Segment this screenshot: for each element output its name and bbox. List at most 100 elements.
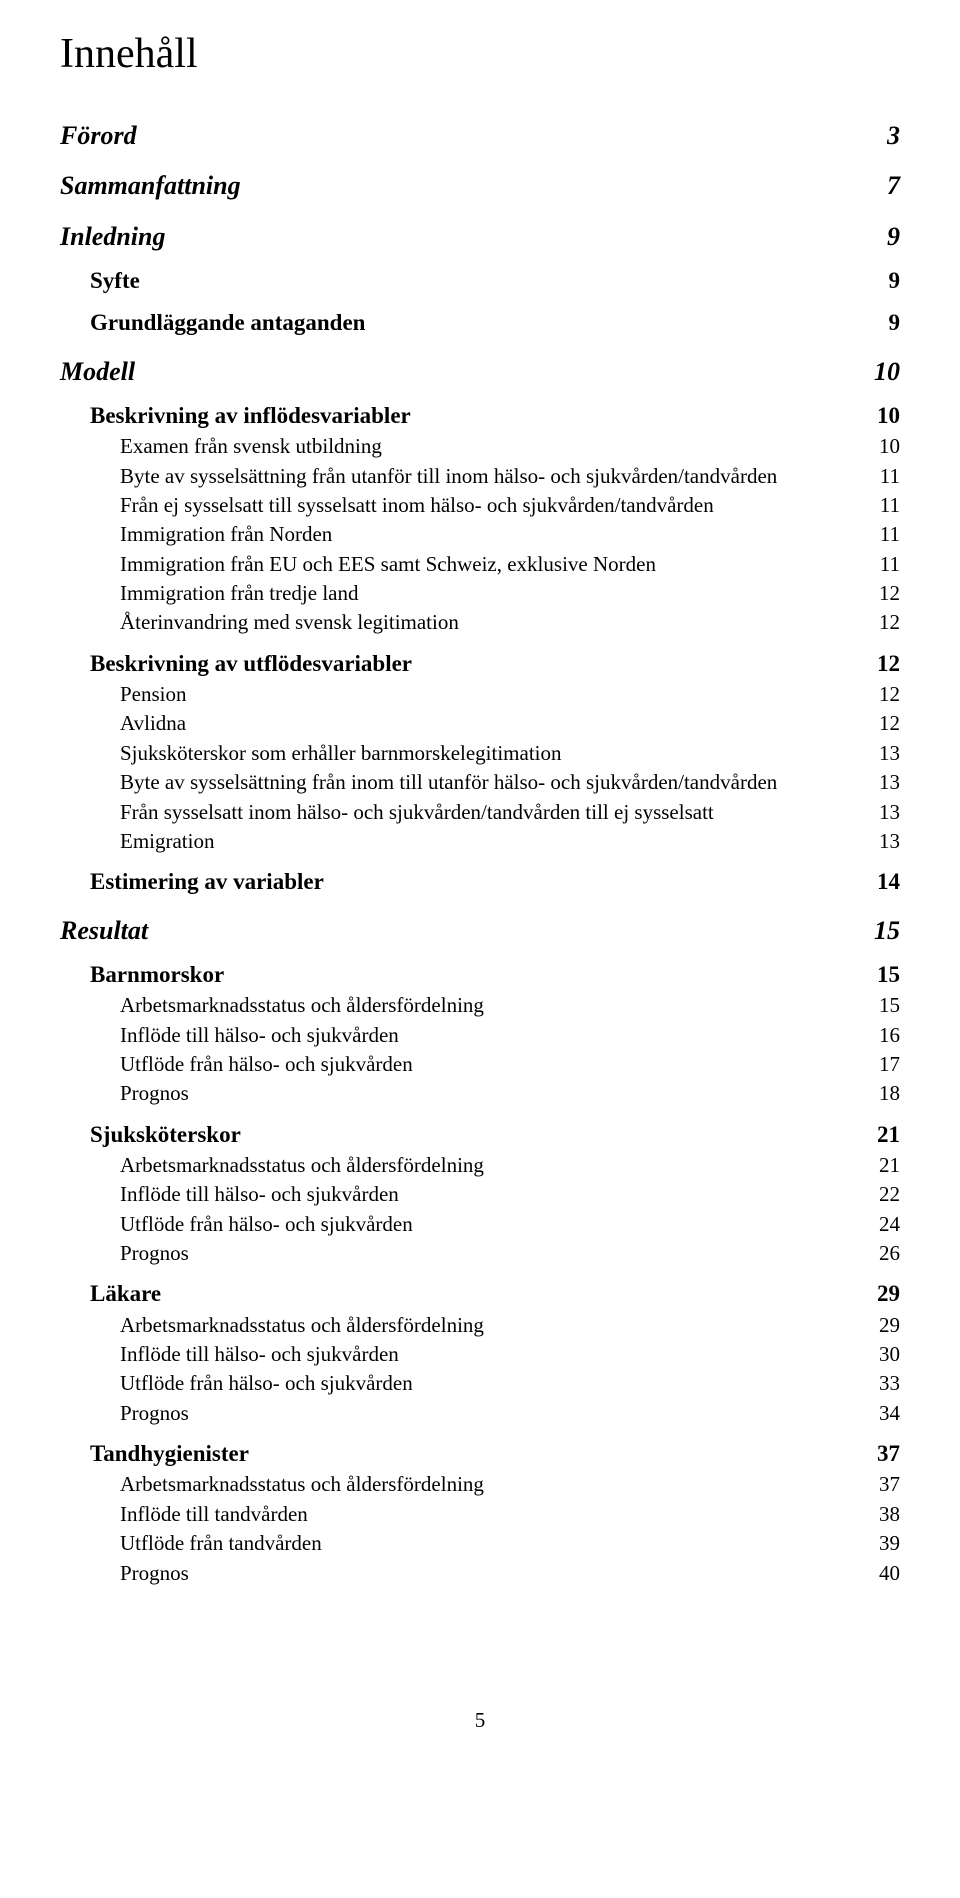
toc-entry: Byte av sysselsättning från inom till ut…: [60, 768, 900, 797]
toc-entry-label: Emigration: [60, 827, 860, 856]
toc-entry-label: Förord: [60, 118, 860, 154]
toc-entry-label: Utflöde från hälso- och sjukvården: [60, 1369, 860, 1398]
toc-entry-page: 40: [860, 1559, 900, 1588]
toc-entry-label: Immigration från Norden: [60, 520, 860, 549]
toc-entry: Utflöde från hälso- och sjukvården17: [60, 1050, 900, 1079]
toc-entry: Inflöde till tandvården38: [60, 1500, 900, 1529]
toc-entry: Beskrivning av utflödesvariabler12: [60, 648, 900, 680]
toc-entry-page: 30: [860, 1340, 900, 1369]
toc-entry: Inflöde till hälso- och sjukvården22: [60, 1180, 900, 1209]
toc-entry-page: 14: [860, 866, 900, 898]
toc-entry-page: 11: [860, 520, 900, 549]
toc-entry-page: 10: [860, 354, 900, 390]
toc-entry-label: Från sysselsatt inom hälso- och sjukvård…: [60, 798, 860, 827]
toc-entry: Inledning9: [60, 219, 900, 255]
toc-entry-label: Sjuksköterskor som erhåller barnmorskele…: [60, 739, 860, 768]
toc-entry-label: Sjuksköterskor: [60, 1119, 860, 1151]
toc-entry-label: Arbetsmarknadsstatus och åldersfördelnin…: [60, 991, 860, 1020]
toc-entry-label: Tandhygienister: [60, 1438, 860, 1470]
toc-entry: Byte av sysselsättning från utanför till…: [60, 462, 900, 491]
toc-entry-label: Prognos: [60, 1399, 860, 1428]
toc-entry-label: Prognos: [60, 1559, 860, 1588]
toc-entry: Barnmorskor15: [60, 959, 900, 991]
toc-entry-label: Avlidna: [60, 709, 860, 738]
toc-entry-label: Läkare: [60, 1278, 860, 1310]
toc-entry-label: Beskrivning av inflödesvariabler: [60, 400, 860, 432]
toc-entry-label: Återinvandring med svensk legitimation: [60, 608, 860, 637]
toc-entry-label: Immigration från tredje land: [60, 579, 860, 608]
toc-entry-page: 15: [860, 913, 900, 949]
toc-entry-label: Utflöde från hälso- och sjukvården: [60, 1210, 860, 1239]
toc-entry-label: Syfte: [60, 265, 860, 297]
toc-entry: Prognos34: [60, 1399, 900, 1428]
toc-entry-label: Byte av sysselsättning från utanför till…: [60, 462, 860, 491]
toc-entry-page: 12: [860, 680, 900, 709]
toc-entry-label: Pension: [60, 680, 860, 709]
toc-entry-label: Prognos: [60, 1239, 860, 1268]
toc-entry: Immigration från EU och EES samt Schweiz…: [60, 550, 900, 579]
toc-entry-page: 10: [860, 432, 900, 461]
toc-entry-label: Inflöde till hälso- och sjukvården: [60, 1180, 860, 1209]
toc-entry-page: 13: [860, 798, 900, 827]
toc-entry-label: Arbetsmarknadsstatus och åldersfördelnin…: [60, 1470, 860, 1499]
toc-entry: Sjuksköterskor21: [60, 1119, 900, 1151]
toc-entry-page: 15: [860, 959, 900, 991]
toc-entry: Tandhygienister37: [60, 1438, 900, 1470]
toc-entry-label: Inflöde till hälso- och sjukvården: [60, 1340, 860, 1369]
toc-entry-label: Arbetsmarknadsstatus och åldersfördelnin…: [60, 1311, 860, 1340]
toc-entry-page: 12: [860, 648, 900, 680]
toc-entry-label: Resultat: [60, 913, 860, 949]
table-of-contents: Förord3Sammanfattning7Inledning9Syfte9Gr…: [60, 118, 900, 1588]
toc-entry-page: 12: [860, 579, 900, 608]
toc-entry: Inflöde till hälso- och sjukvården30: [60, 1340, 900, 1369]
toc-entry: Avlidna12: [60, 709, 900, 738]
toc-entry-page: 33: [860, 1369, 900, 1398]
toc-entry: Läkare29: [60, 1278, 900, 1310]
document-page: Innehåll Förord3Sammanfattning7Inledning…: [0, 0, 960, 1793]
toc-entry: Förord3: [60, 118, 900, 154]
toc-entry-label: Prognos: [60, 1079, 860, 1108]
page-number: 5: [60, 1708, 900, 1733]
toc-entry: Arbetsmarknadsstatus och åldersfördelnin…: [60, 1311, 900, 1340]
toc-entry: Modell10: [60, 354, 900, 390]
toc-entry-label: Byte av sysselsättning från inom till ut…: [60, 768, 860, 797]
toc-entry: Immigration från tredje land12: [60, 579, 900, 608]
toc-entry-page: 37: [860, 1438, 900, 1470]
toc-entry-page: 12: [860, 608, 900, 637]
toc-entry-page: 11: [860, 550, 900, 579]
toc-entry-label: Inledning: [60, 219, 860, 255]
toc-entry: Beskrivning av inflödesvariabler10: [60, 400, 900, 432]
toc-entry: Återinvandring med svensk legitimation12: [60, 608, 900, 637]
toc-entry-page: 13: [860, 827, 900, 856]
toc-entry-page: 18: [860, 1079, 900, 1108]
toc-entry-label: Från ej sysselsatt till sysselsatt inom …: [60, 491, 860, 520]
toc-entry: Utflöde från hälso- och sjukvården33: [60, 1369, 900, 1398]
toc-entry: Prognos26: [60, 1239, 900, 1268]
toc-entry: Examen från svensk utbildning10: [60, 432, 900, 461]
toc-entry-label: Inflöde till hälso- och sjukvården: [60, 1021, 860, 1050]
toc-entry-page: 24: [860, 1210, 900, 1239]
toc-entry: Grundläggande antaganden9: [60, 307, 900, 339]
toc-entry: Sjuksköterskor som erhåller barnmorskele…: [60, 739, 900, 768]
toc-entry-page: 16: [860, 1021, 900, 1050]
toc-entry: Prognos40: [60, 1559, 900, 1588]
toc-entry: Pension12: [60, 680, 900, 709]
page-title: Innehåll: [60, 30, 900, 78]
toc-entry-label: Inflöde till tandvården: [60, 1500, 860, 1529]
toc-entry-page: 21: [860, 1119, 900, 1151]
toc-entry-page: 26: [860, 1239, 900, 1268]
toc-entry-label: Barnmorskor: [60, 959, 860, 991]
toc-entry-label: Beskrivning av utflödesvariabler: [60, 648, 860, 680]
toc-entry-page: 9: [860, 219, 900, 255]
toc-entry-page: 7: [860, 168, 900, 204]
toc-entry-page: 22: [860, 1180, 900, 1209]
toc-entry: Inflöde till hälso- och sjukvården16: [60, 1021, 900, 1050]
toc-entry: Syfte9: [60, 265, 900, 297]
toc-entry-label: Sammanfattning: [60, 168, 860, 204]
toc-entry: Emigration13: [60, 827, 900, 856]
toc-entry: Arbetsmarknadsstatus och åldersfördelnin…: [60, 1470, 900, 1499]
toc-entry-label: Immigration från EU och EES samt Schweiz…: [60, 550, 860, 579]
toc-entry: Sammanfattning7: [60, 168, 900, 204]
toc-entry: Resultat15: [60, 913, 900, 949]
toc-entry-page: 37: [860, 1470, 900, 1499]
